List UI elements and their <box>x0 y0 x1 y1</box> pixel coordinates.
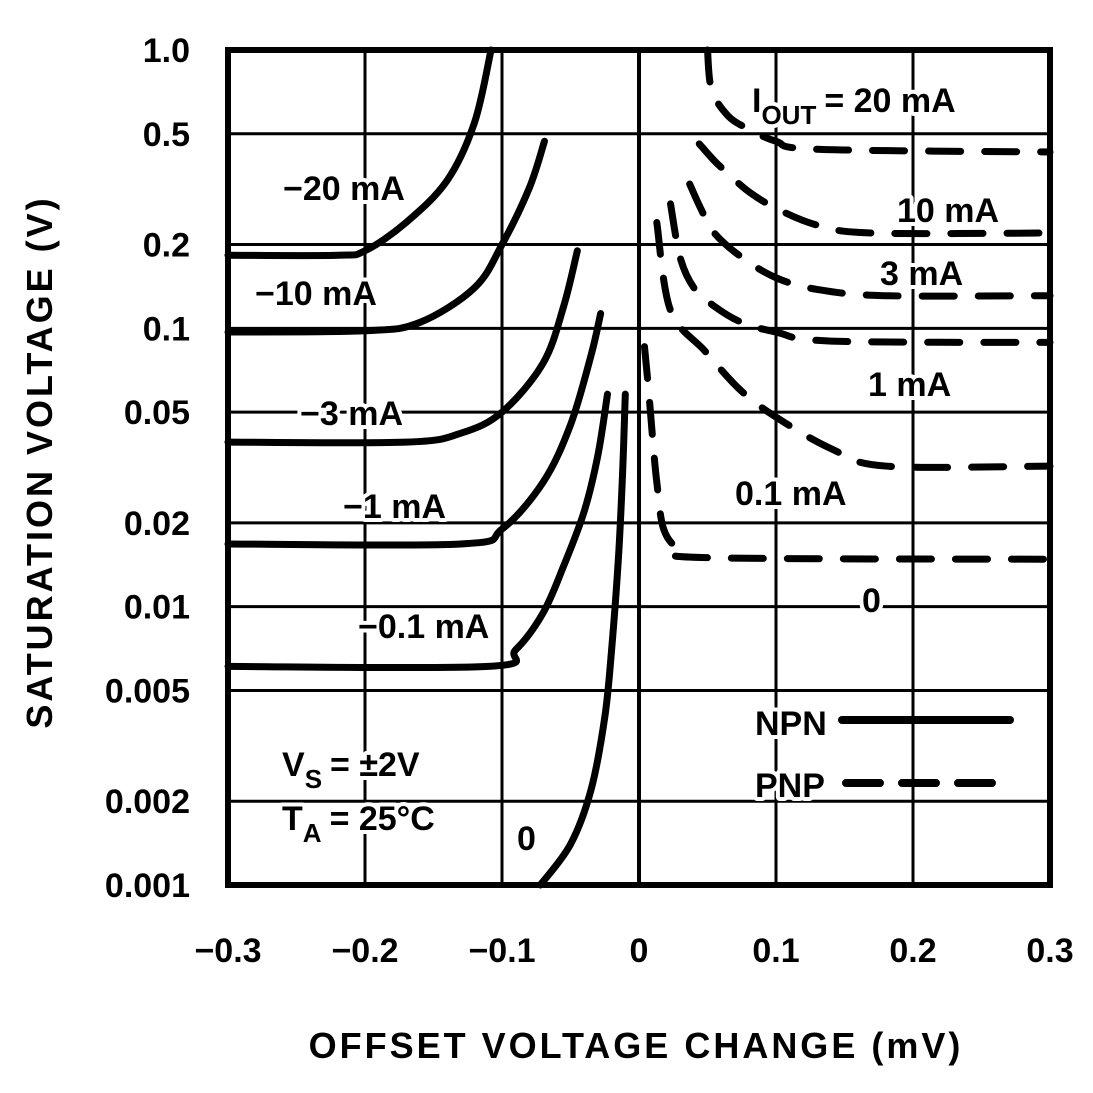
npn-curve-label: −10 mA <box>255 275 377 313</box>
x-tick-label: 0.3 <box>1026 932 1073 970</box>
y-axis-label: SATURATION VOLTAGE (V) <box>19 195 60 728</box>
x-tick-labels: −0.3 −0.2 −0.1 0 0.1 0.2 0.3 <box>194 932 1073 970</box>
y-tick-label: 0.1 <box>143 310 190 348</box>
y-tick-label: 0.01 <box>124 589 190 627</box>
y-tick-label: 0.02 <box>124 505 190 543</box>
curves <box>224 46 1054 889</box>
legend-pnp-label: PNP <box>755 767 825 805</box>
x-tick-label: 0.2 <box>889 932 936 970</box>
pnp-curve-1mA <box>667 200 1054 346</box>
pnp-curve-0 <box>640 343 1054 563</box>
npn-curve-1mA <box>224 310 605 549</box>
iout-label: IOUT = 20 mA <box>752 82 956 130</box>
iout-value: = 20 mA <box>824 82 955 120</box>
y-tick-label: 0.2 <box>143 227 190 265</box>
pnp-curve-0p1mA <box>653 219 1054 471</box>
pnp-curve-label: 0.1 mA <box>735 475 847 513</box>
legend-npn-label: NPN <box>755 705 827 743</box>
npn-curve-0 <box>536 390 629 889</box>
vs-sub: S <box>305 764 322 794</box>
vs-main: V <box>282 746 305 784</box>
y-tick-label: 0.001 <box>105 867 190 905</box>
vs-condition: VS = ±2V <box>282 746 420 794</box>
vs-value: = ±2V <box>330 746 420 784</box>
iout-main: I <box>752 82 761 120</box>
y-tick-label: 1.0 <box>143 32 190 70</box>
pnp-curve-20mA <box>704 46 1054 156</box>
pnp-curve-10mA <box>695 140 1054 238</box>
y-tick-label: 0.5 <box>143 116 190 154</box>
pnp-curve-label: 3 mA <box>880 255 963 293</box>
ta-main: T <box>282 800 303 838</box>
y-tick-label: 0.002 <box>105 783 190 821</box>
x-axis-label: OFFSET VOLTAGE CHANGE (mV) <box>309 1025 964 1066</box>
pnp-curve-3mA <box>686 180 1054 300</box>
npn-curve-3mA <box>224 247 581 447</box>
x-tick-label: 0.1 <box>752 932 799 970</box>
npn-curve-label: −0.1 mA <box>358 608 489 646</box>
y-tick-labels: 1.0 0.5 0.2 0.1 0.05 0.02 0.01 0.005 0.002 0.001 <box>105 32 190 905</box>
pnp-curve-label: 0 <box>862 582 881 620</box>
npn-curve-label: −20 mA <box>283 170 405 208</box>
npn-curve-20mA <box>224 46 495 260</box>
y-tick-label: 0.05 <box>124 394 190 432</box>
ta-value: = 25°C <box>330 800 435 838</box>
npn-curve-10mA <box>224 137 548 336</box>
pnp-curve-label: 10 mA <box>897 192 999 230</box>
npn-curve-0p1mA <box>224 390 611 672</box>
pnp-curve-label: 1 mA <box>868 366 951 404</box>
ta-sub: A <box>303 818 322 848</box>
npn-curve-label: −1 mA <box>343 488 446 526</box>
ta-condition: TA = 25°C <box>282 800 435 848</box>
plot-frame <box>225 47 1053 888</box>
x-tick-label: −0.1 <box>468 932 535 970</box>
x-tick-label: 0 <box>630 932 649 970</box>
x-tick-label: −0.2 <box>331 932 398 970</box>
y-tick-label: 0.005 <box>105 672 190 710</box>
x-tick-label: −0.3 <box>194 932 261 970</box>
iout-sub: OUT <box>761 100 816 130</box>
npn-curve-label: −3 mA <box>300 395 403 433</box>
npn-curve-label: 0 <box>517 820 536 858</box>
legend: NPN PNP <box>751 701 1014 809</box>
curve-labels: −20 mA −10 mA −3 mA −1 mA −0.1 mA 0 10 mA 3 mA 1… <box>251 166 1003 862</box>
